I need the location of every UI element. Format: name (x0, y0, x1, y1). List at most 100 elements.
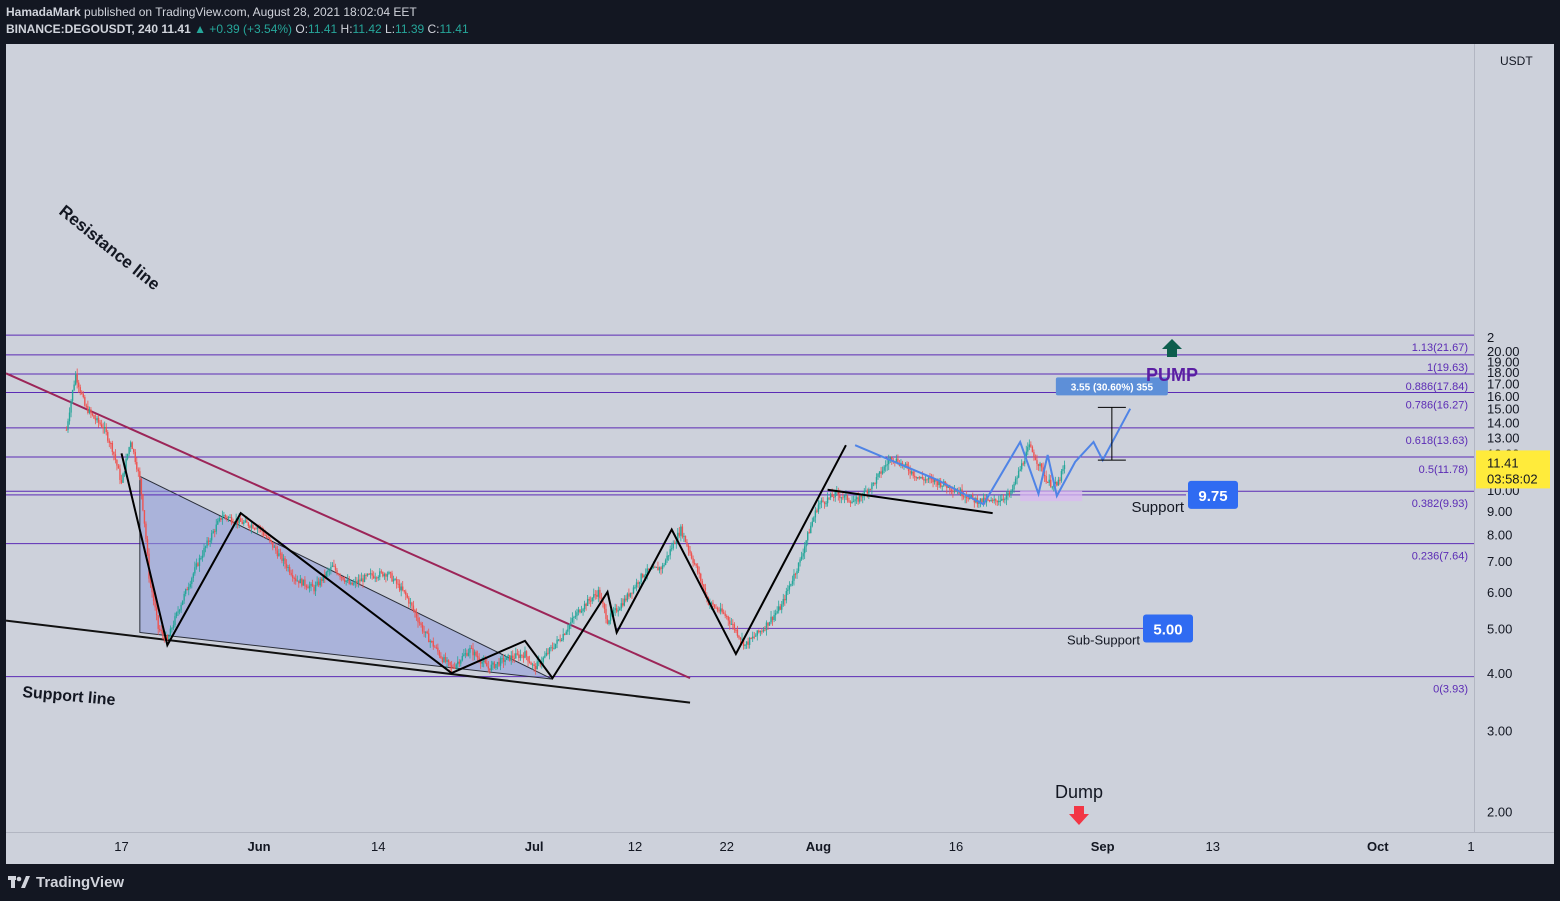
tradingview-logo[interactable]: TradingView (8, 874, 124, 891)
candle-body (1040, 463, 1043, 468)
candle-body (467, 652, 470, 656)
candle-body (169, 628, 172, 637)
candle-body (664, 560, 667, 565)
candle-body (738, 635, 740, 638)
plot-background[interactable] (6, 44, 1474, 832)
candle (932, 474, 934, 488)
measure-label: 3.55 (30.60%) 355 (1071, 382, 1154, 393)
candle (426, 630, 428, 635)
candle (310, 582, 312, 592)
candle-body (198, 558, 201, 566)
candle-body (369, 573, 372, 575)
candle (918, 475, 920, 480)
candle-body (857, 497, 859, 502)
candle (667, 555, 670, 561)
candle (197, 562, 199, 567)
candle (617, 606, 619, 617)
candle (122, 472, 124, 483)
candle (453, 662, 456, 670)
candle-body (342, 577, 344, 580)
resistance-line[interactable] (6, 372, 691, 680)
candle (171, 627, 173, 633)
candle-body (788, 585, 791, 590)
candle-body (490, 664, 493, 671)
candle (359, 574, 361, 586)
support-line[interactable] (6, 619, 691, 704)
candle (123, 471, 126, 477)
sub-support-value: 5.00 (1153, 621, 1182, 638)
candle (276, 545, 279, 559)
measure-badge[interactable] (1055, 377, 1168, 396)
candle (204, 545, 207, 553)
candle-body (622, 603, 624, 606)
sub-support-value-badge[interactable] (1143, 614, 1193, 643)
candle-body (316, 581, 318, 585)
candle-body (527, 656, 529, 662)
candle (926, 478, 928, 484)
support-value-badge[interactable] (1188, 480, 1238, 509)
candle (1057, 476, 1060, 486)
candle-body (833, 496, 835, 498)
candle-body (605, 608, 607, 619)
candle (273, 544, 276, 548)
time-axis-background[interactable] (6, 832, 1554, 864)
candle (229, 514, 231, 519)
candle (1034, 454, 1037, 461)
price-tick-label: 8.00 (1487, 527, 1512, 542)
price-chart[interactable]: 1.13(21.67) 1(19.63) 0.886(17.84) 0.786(16.… (6, 44, 1554, 864)
candle-body (191, 578, 193, 584)
candle-body (111, 442, 114, 452)
candle (1017, 467, 1020, 479)
time-tick-label: 12 (628, 839, 642, 854)
candle-body (284, 558, 286, 564)
candle (1028, 439, 1031, 451)
candle (365, 573, 367, 580)
candle-body (493, 662, 496, 668)
descending-triangle[interactable] (139, 475, 553, 680)
candle-body (669, 549, 671, 556)
candle (596, 590, 598, 600)
author-name[interactable]: HamadaMark (6, 5, 81, 19)
candle (157, 614, 159, 635)
candle-body (721, 608, 723, 613)
wave-zigzag[interactable] (120, 444, 847, 680)
fib-level-label: 0.618(13.63) (1406, 435, 1468, 447)
candle (738, 634, 740, 640)
symbol-name[interactable]: BINANCE:DEGOUSDT, 240 (6, 22, 159, 36)
candle-body (311, 583, 314, 587)
candle-body (524, 651, 526, 658)
candle-body (536, 661, 538, 670)
candle (429, 639, 431, 648)
candle-body (314, 584, 317, 592)
candle-body (183, 593, 185, 601)
price-axis-background[interactable] (1474, 44, 1554, 832)
chart-area[interactable]: 1.13(21.67) 1(19.63) 0.886(17.84) 0.786(16.… (6, 44, 1554, 864)
candle (796, 568, 798, 579)
candle (530, 661, 532, 665)
projection-path[interactable] (854, 408, 1132, 506)
candle (270, 539, 272, 545)
candle-body (142, 494, 144, 511)
price-tick-label: 6.00 (1487, 585, 1512, 600)
candle-body (950, 489, 953, 491)
candle (559, 634, 561, 643)
candle-body (701, 581, 703, 585)
candle (557, 639, 560, 642)
price-tick-label: 13.00 (1487, 430, 1520, 445)
support-zone[interactable] (1020, 490, 1083, 502)
candle (1016, 475, 1018, 485)
price-tick-label: 4.00 (1487, 666, 1512, 681)
candle (421, 622, 424, 634)
candle-body (883, 466, 885, 471)
candle-body (131, 442, 133, 450)
current-price-badge[interactable] (1476, 450, 1550, 489)
candle (305, 584, 308, 591)
candle-body (385, 574, 387, 577)
candle-body (450, 665, 453, 667)
candle-body (525, 651, 528, 657)
candle-body (351, 582, 353, 585)
candle-body (603, 603, 606, 609)
candle (826, 492, 829, 507)
flag-lower-line[interactable] (827, 488, 993, 515)
candle (871, 481, 873, 495)
